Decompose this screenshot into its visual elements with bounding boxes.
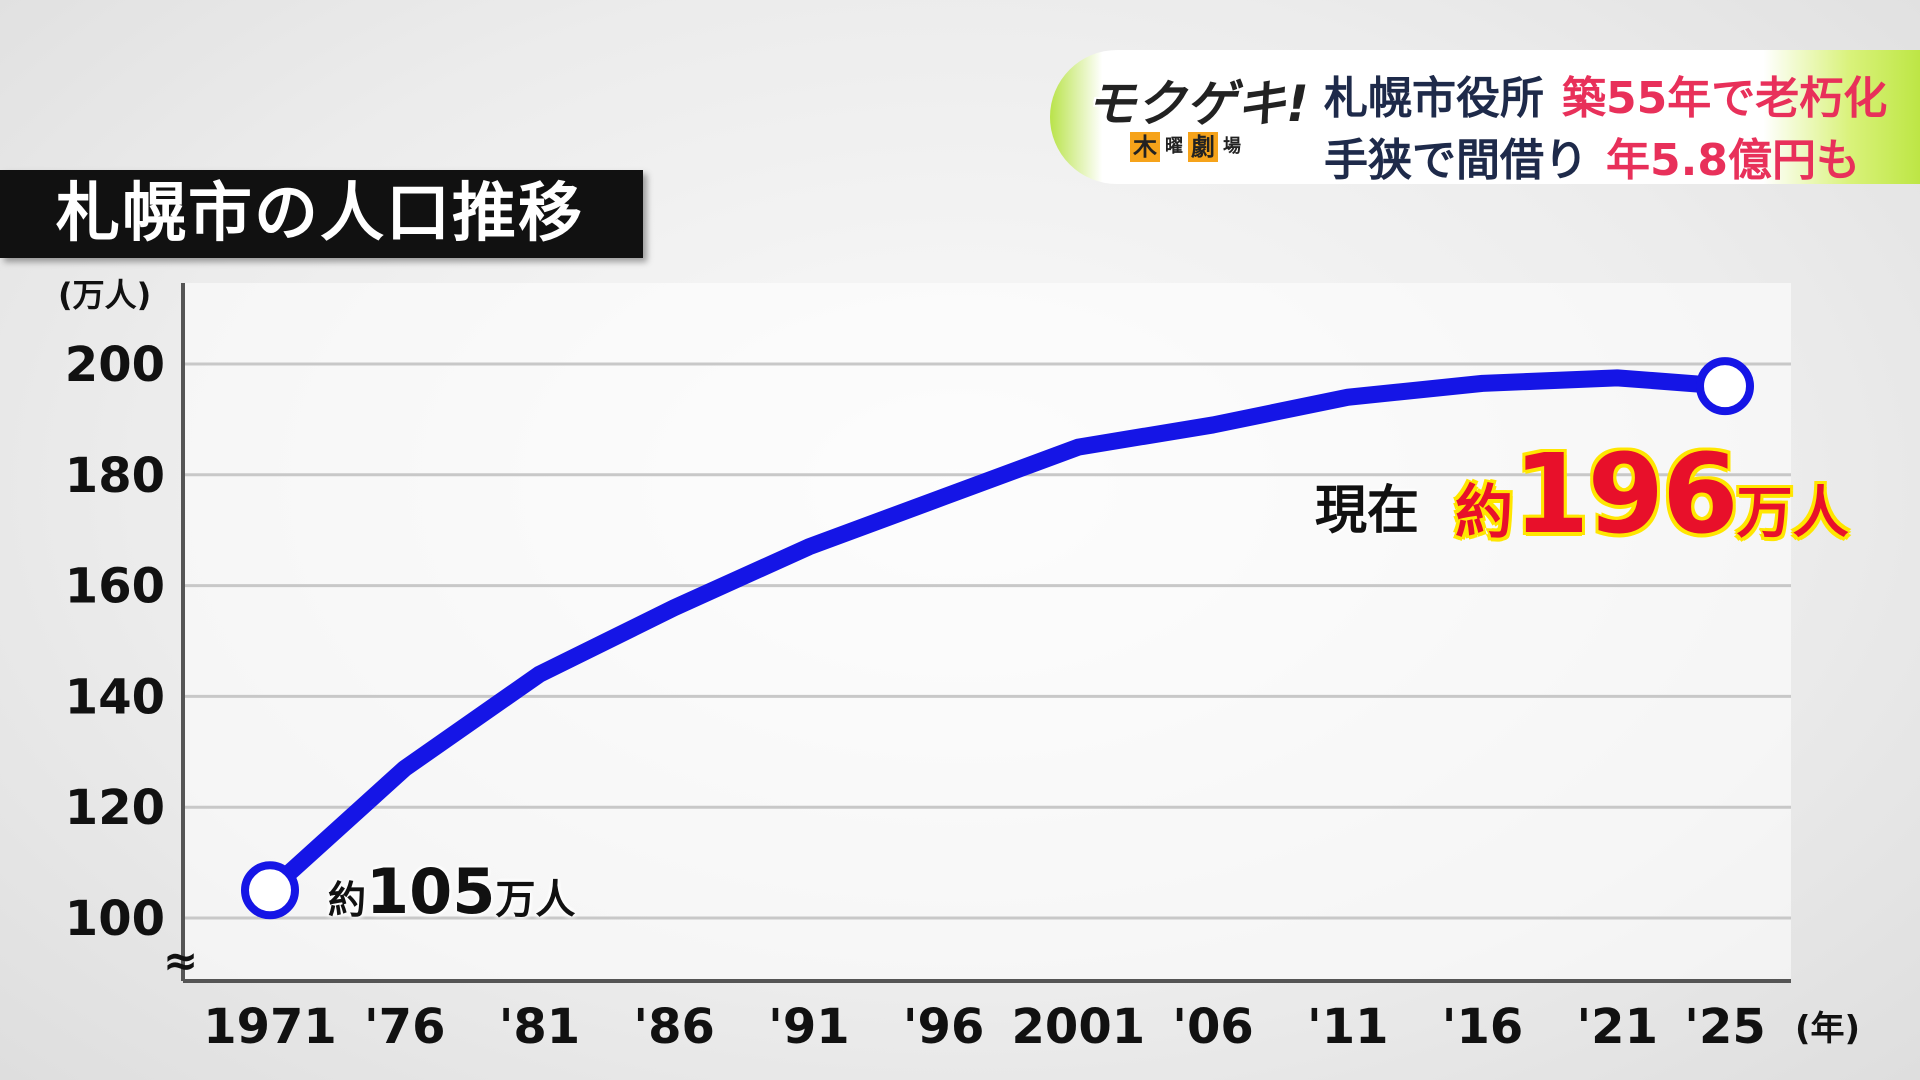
start-prefix: 約 (328, 878, 367, 922)
program-logo-subtitle: 木 曜 劇 場 (1130, 132, 1244, 162)
y-tick-label: 200 (65, 337, 165, 393)
y-tick-label: 160 (65, 559, 165, 615)
headline-2-dark: 手狭で間借り (1324, 135, 1588, 184)
y-tick-label: 140 (65, 669, 165, 725)
x-tick-label: '86 (633, 999, 715, 1055)
x-tick-label: '21 (1576, 999, 1658, 1055)
program-logo: モクゲキ! (1086, 75, 1309, 133)
headline-1-red: 築55年で老朽化 (1562, 73, 1888, 124)
x-tick-label: 2001 (1012, 999, 1146, 1055)
logo-char-1: 木 (1130, 132, 1160, 162)
start-value: 105 (366, 855, 496, 928)
headline-2-red: 年5.8億円も (1606, 135, 1860, 184)
current-prefix: 約 (1453, 477, 1514, 548)
program-banner: モクゲキ! 木 曜 劇 場 札幌市役所 築55年で老朽化 手狭で間借り 年5.8億円… (1050, 50, 1920, 184)
y-tick-label: 100 (65, 891, 165, 947)
start-population-callout: 約105万人 (328, 855, 575, 928)
x-tick-labels: 1971 '76 '81 '86 '91 '96 2001 '06 '11 '16 '21 '25 (203, 999, 1766, 1055)
x-tick-label: '06 (1172, 999, 1254, 1055)
plot-area-background (183, 283, 1791, 981)
logo-char-3: 劇 (1188, 132, 1218, 162)
x-tick-label: 1971 (203, 999, 337, 1055)
x-tick-label: '76 (364, 999, 446, 1055)
current-population-callout: 約196万人 (1453, 429, 1850, 560)
current-unit: 万人 (1735, 480, 1850, 548)
y-tick-labels: 100 120 140 160 180 200 (65, 337, 165, 947)
x-tick-label: '96 (903, 999, 985, 1055)
current-label: 現在 (1315, 481, 1420, 541)
x-tick-label: '81 (499, 999, 581, 1055)
y-tick-label: 180 (65, 448, 165, 504)
gridlines (183, 362, 1791, 920)
x-tick-label: '25 (1684, 999, 1766, 1055)
headline-1-dark: 札幌市役所 (1324, 73, 1544, 124)
y-tick-label: 120 (65, 780, 165, 836)
y-axis-unit-label: (万人) (58, 276, 151, 314)
end-point-marker (1696, 357, 1754, 416)
x-tick-label: '91 (768, 999, 850, 1055)
start-point-marker (241, 861, 299, 920)
x-tick-label: '11 (1307, 999, 1389, 1055)
start-unit: 万人 (495, 877, 576, 923)
headline-line-2: 手狭で間借り 年5.8億円も (1324, 124, 1860, 184)
series-line (261, 369, 1734, 899)
population-series (241, 357, 1754, 920)
logo-char-2: 曜 (1165, 136, 1183, 157)
x-axis-unit-label: (年) (1795, 1009, 1860, 1049)
current-value: 196 (1512, 429, 1741, 560)
axis-break-symbol: ≈ (163, 936, 198, 985)
logo-char-4: 場 (1223, 136, 1241, 157)
chart-title: 札幌市の人口推移 (0, 170, 643, 258)
headline-line-1: 札幌市役所 築55年で老朽化 (1324, 62, 1887, 126)
x-tick-label: '16 (1442, 999, 1524, 1055)
